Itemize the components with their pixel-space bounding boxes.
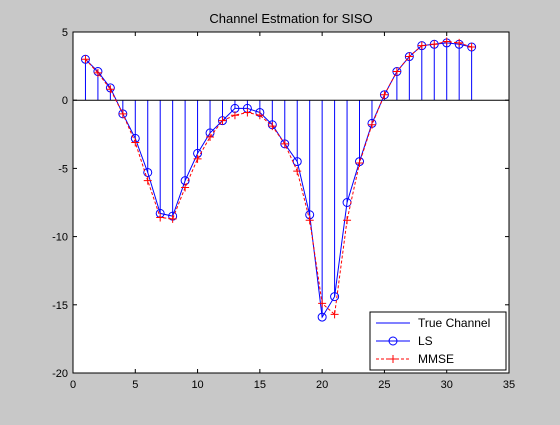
mmse-marker xyxy=(343,216,352,225)
mmse-marker xyxy=(93,68,102,77)
legend-marker-ls xyxy=(388,336,398,346)
mmse-marker xyxy=(81,55,90,64)
axes-box xyxy=(72,31,510,374)
mmse-marker xyxy=(181,183,190,192)
stem-layer xyxy=(84,42,473,318)
y-tick-label: -15 xyxy=(52,300,68,312)
mmse-marker xyxy=(280,139,289,148)
mmse-marker xyxy=(305,216,314,225)
x-tick-label: 5 xyxy=(132,379,138,391)
x-tick-label: 25 xyxy=(378,379,390,391)
mmse-marker xyxy=(193,154,202,163)
legend-marker-mmse xyxy=(389,355,397,363)
mmse-marker xyxy=(442,37,451,46)
legend-label: MMSE xyxy=(418,352,454,366)
mmse-marker xyxy=(430,40,439,49)
mmse-line xyxy=(85,41,472,316)
chart-title: Channel Estmation for SISO xyxy=(209,11,372,26)
x-tick-label: 15 xyxy=(254,379,266,391)
mmse-marker xyxy=(206,133,215,142)
ls-marker xyxy=(143,167,153,177)
x-tick-label: 0 xyxy=(70,379,76,391)
x-tick-label: 35 xyxy=(503,379,515,391)
mmse-marker xyxy=(106,85,115,94)
mmse-marker xyxy=(467,43,476,52)
mmse-marker xyxy=(156,213,165,222)
mmse-marker xyxy=(367,120,376,129)
mmse-marker xyxy=(392,67,401,76)
mmse-marker xyxy=(455,38,464,47)
legend-label: LS xyxy=(418,334,433,348)
mmse-marker xyxy=(417,41,426,50)
y-tick-label: -10 xyxy=(52,232,68,244)
mmse-marker xyxy=(330,310,339,319)
mmse-marker xyxy=(293,167,302,176)
y-tick-label: 0 xyxy=(62,95,68,107)
mmse-marker xyxy=(168,214,177,223)
mmse-marker xyxy=(118,109,127,118)
y-tick-label: 5 xyxy=(62,27,68,39)
ls-marker xyxy=(330,292,340,302)
mmse-marker xyxy=(230,111,239,120)
mmse-marker xyxy=(355,158,364,167)
x-tick-label: 30 xyxy=(441,379,453,391)
mmse-marker xyxy=(268,122,277,131)
mmse-marker xyxy=(255,111,264,120)
mmse-marker xyxy=(218,116,227,125)
mmse-marker xyxy=(131,138,140,147)
x-tick-label: 10 xyxy=(191,379,203,391)
mmse-marker xyxy=(405,52,414,61)
mmse-marker xyxy=(143,176,152,185)
legend: True Channel LS MMSE xyxy=(369,311,507,371)
mmse-marker xyxy=(243,108,252,117)
legend-label: True Channel xyxy=(418,316,490,330)
x-tick-label: 20 xyxy=(316,379,328,391)
mmse-marker xyxy=(318,299,327,308)
ls-marker xyxy=(317,312,327,322)
y-tick-label: -5 xyxy=(58,163,68,175)
mmse-marker xyxy=(380,90,389,99)
mmse-layer xyxy=(81,37,476,319)
axes-layer: 0 5 10 15 20 25 30 35 5 0 -5 -10 -15 -20 xyxy=(52,27,515,391)
y-tick-label: -20 xyxy=(52,368,68,380)
